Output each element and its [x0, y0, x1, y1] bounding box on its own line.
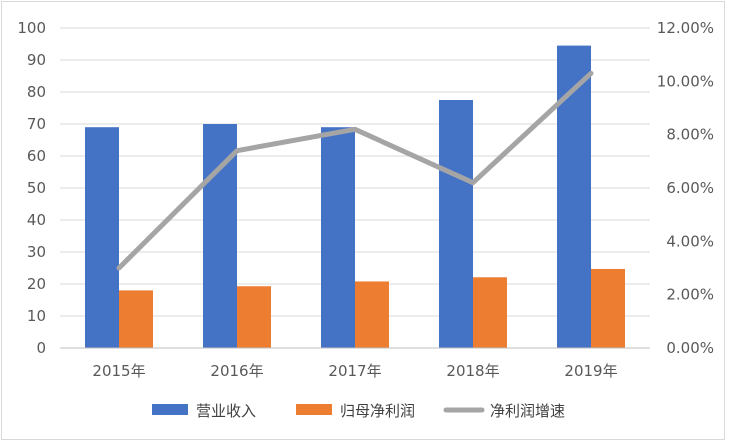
y-left-tick-label: 10: [27, 307, 46, 325]
legend: 营业收入 归母净利润 净利润增速: [152, 402, 565, 420]
line-layer: [116, 70, 594, 271]
bar-营业收入: [203, 124, 237, 348]
y-right-tick-label: 2.00%: [666, 286, 714, 304]
y-left-tick-label: 30: [27, 243, 46, 261]
legend-label: 净利润增速: [490, 402, 565, 420]
bar-归母净利润: [591, 268, 625, 348]
bar-营业收入: [439, 100, 473, 348]
grid-layer: [60, 27, 650, 317]
y-left-tick-label: 70: [27, 115, 46, 133]
bar-归母净利润: [119, 290, 153, 348]
y-right-tick-label: 12.00%: [657, 19, 714, 37]
y-left-tick-label: 100: [17, 19, 46, 37]
y-right-tick-label: 0.00%: [666, 339, 714, 357]
y-right-tick-label: 8.00%: [666, 126, 714, 144]
bar-归母净利润: [237, 286, 271, 348]
y-right-tick-label: 6.00%: [666, 179, 714, 197]
legend-label: 营业收入: [196, 402, 256, 420]
x-tick-label: 2019年: [564, 362, 617, 380]
line-净利润增速: [116, 70, 594, 271]
x-tick-label: 2015年: [92, 362, 145, 380]
bar-营业收入: [85, 127, 119, 348]
y-left-tick-label: 90: [27, 51, 46, 69]
bar-营业收入: [557, 45, 591, 348]
legend-label: 归母净利润: [340, 402, 415, 420]
y-left-tick-label: 0: [36, 339, 46, 357]
y-left-tick-label: 20: [27, 275, 46, 293]
x-tick-label: 2017年: [328, 362, 381, 380]
bar-归母净利润: [355, 281, 389, 348]
bar-营业收入: [321, 127, 355, 348]
y-left-tick-label: 80: [27, 83, 46, 101]
y-left-tick-label: 60: [27, 147, 46, 165]
x-tick-label: 2018年: [446, 362, 499, 380]
legend-swatch-归母净利润: [296, 404, 332, 415]
legend-swatch-营业收入: [152, 404, 188, 415]
bar-layer: [85, 45, 625, 348]
axis-layer: 0 10 20 30 40 50 60 70 80 90 100 0.00% 2.00% 4.00% 6.0…: [17, 19, 714, 380]
bar-归母净利润: [473, 277, 507, 348]
y-right-tick-label: 4.00%: [666, 232, 714, 250]
y-left-tick-label: 50: [27, 179, 46, 197]
y-right-tick-label: 10.00%: [657, 72, 714, 90]
x-tick-label: 2016年: [210, 362, 263, 380]
y-left-tick-label: 40: [27, 211, 46, 229]
